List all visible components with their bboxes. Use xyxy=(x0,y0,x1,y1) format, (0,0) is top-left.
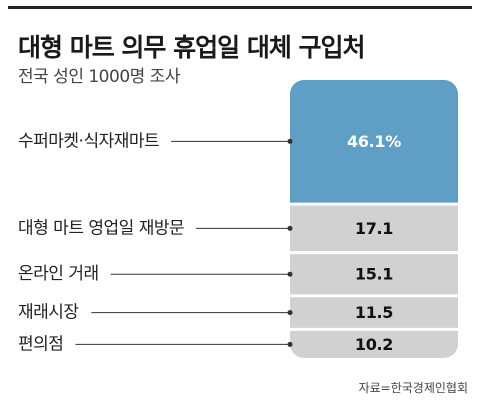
category-label-4: 편의점 xyxy=(18,334,63,354)
category-label-2: 온라인 거래 xyxy=(18,264,99,284)
bar-segment-1 xyxy=(290,205,458,252)
bar-segment-4 xyxy=(290,330,458,358)
value-label-1: 17.1 xyxy=(355,219,393,238)
value-label-2: 15.1 xyxy=(355,265,393,284)
category-label-3: 재래시장 xyxy=(18,303,79,323)
leader-dot-1 xyxy=(287,225,293,231)
top-rule xyxy=(8,6,472,9)
value-label-4: 10.2 xyxy=(355,335,393,354)
leader-dot-0 xyxy=(287,138,293,144)
chart-title: 대형 마트 의무 휴업일 대체 구입처 xyxy=(18,33,366,62)
value-label-3: 11.5 xyxy=(355,303,393,322)
bar-segment-2 xyxy=(290,254,458,295)
value-label-0: 46.1% xyxy=(347,132,401,151)
source-note: 자료=한국경제인협회 xyxy=(358,381,468,395)
leader-dot-2 xyxy=(287,271,293,277)
bar-column xyxy=(290,80,458,358)
category-label-0: 수퍼마켓·식자재마트 xyxy=(18,131,159,151)
chart-subtitle: 전국 성인 1000명 조사 xyxy=(18,67,180,87)
category-label-1: 대형 마트 영업일 재방문 xyxy=(18,218,184,238)
leader-dot-3 xyxy=(287,310,293,316)
bar-segment-3 xyxy=(290,297,458,328)
bar-segment-0 xyxy=(290,80,458,203)
leader-dot-4 xyxy=(287,341,293,347)
